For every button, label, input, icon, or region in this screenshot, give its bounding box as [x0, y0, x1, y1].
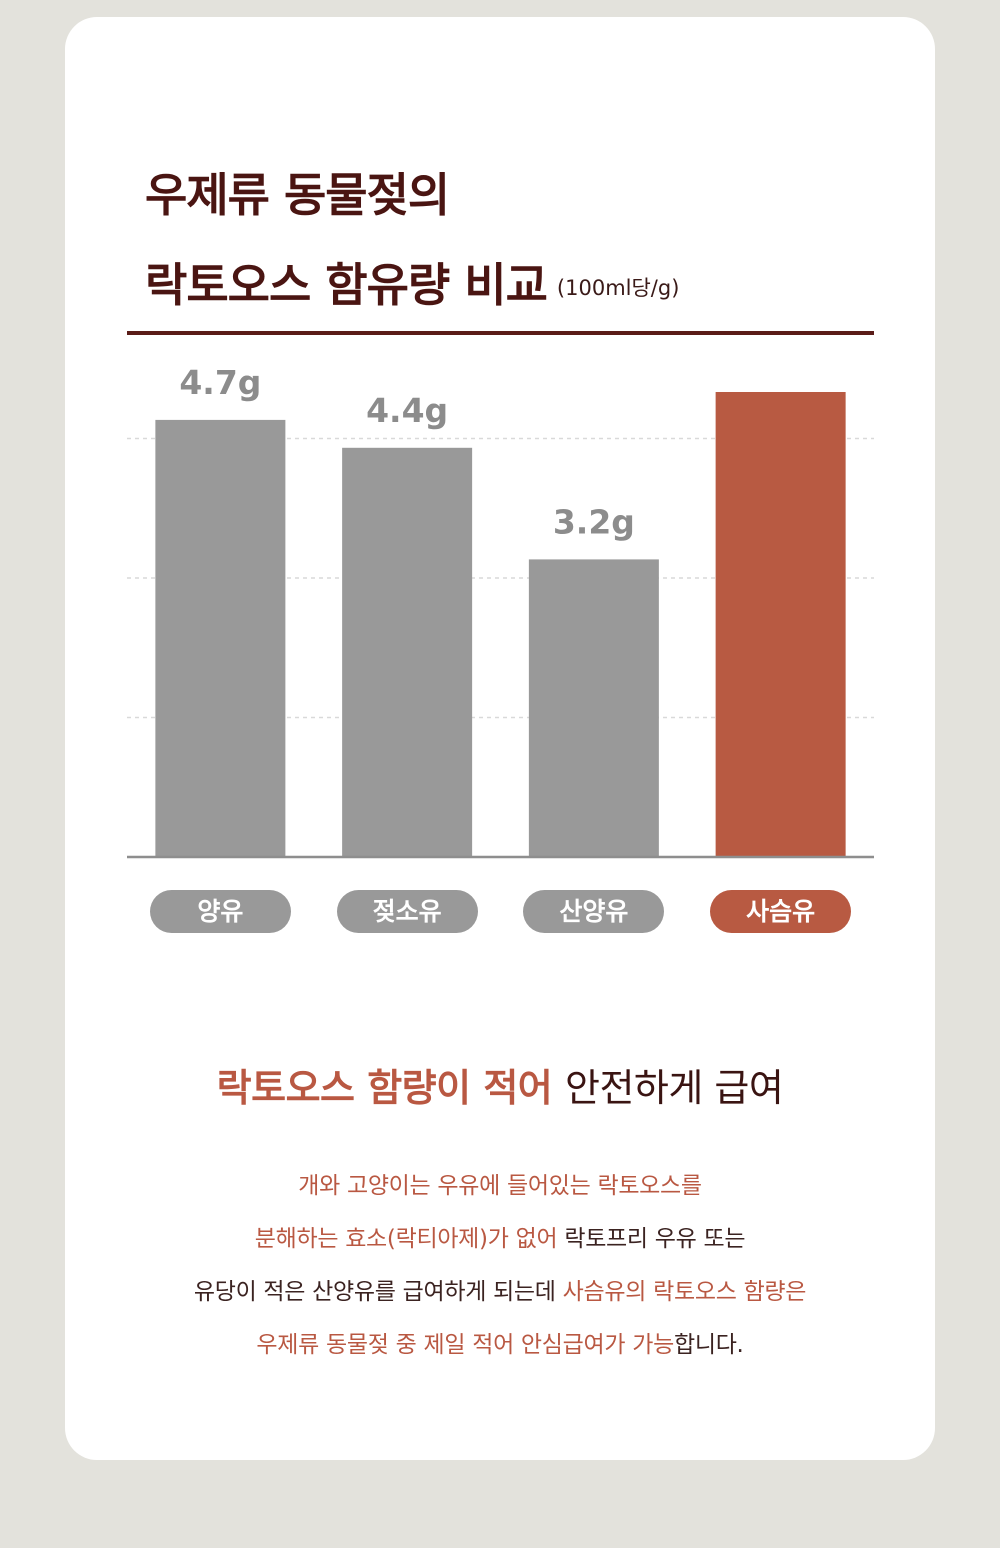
title-line-2: 락토오스 함유량 비교 (100ml당/g): [145, 240, 679, 333]
headline-rest: 안전하게 급여: [565, 1066, 784, 1110]
chart-title: 우제류 동물젖의 락토오스 함유량 비교 (100ml당/g): [145, 150, 679, 333]
title-line-2-text: 락토오스 함유량 비교: [145, 258, 548, 312]
title-line-1: 우제류 동물젖의: [145, 168, 450, 222]
description-line-2-rest: 락토프리 우유 또는: [564, 1226, 746, 1252]
description-line-3-highlight: 사슴유의 락토오스 함량은: [562, 1279, 807, 1305]
description-line-3: 유당이 적은 산양유를 급여하게 되는데 사슴유의 락토오스 함량은: [0, 1266, 1000, 1319]
description-line-2: 분해하는 효소(락티아제)가 없어 락토프리 우유 또는: [0, 1213, 1000, 1266]
description-line-4-highlight: 우제류 동물젖 중 제일 적어 안심급여가 가능: [256, 1332, 674, 1358]
description-line-4-rest: 합니다.: [673, 1332, 744, 1358]
description-line-2-highlight: 분해하는 효소(락티아제)가 없어: [254, 1226, 558, 1252]
description-line-4: 우제류 동물젖 중 제일 적어 안심급여가 가능합니다.: [0, 1319, 1000, 1372]
category-label-산양유: 산양유: [523, 890, 665, 933]
title-unit: (100ml당/g): [556, 276, 680, 300]
headline: 락토오스 함량이 적어 안전하게 급여: [0, 1058, 1000, 1118]
category-label-젖소유: 젖소유: [336, 890, 478, 933]
headline-highlight: 락토오스 함량이 적어: [216, 1066, 553, 1110]
title-divider: [127, 331, 874, 335]
description-line-1: 개와 고양이는 우유에 들어있는 락토오스를: [0, 1160, 1000, 1213]
description: 개와 고양이는 우유에 들어있는 락토오스를 분해하는 효소(락티아제)가 없어…: [0, 1160, 1000, 1372]
description-line-3-rest: 유당이 적은 산양유를 급여하게 되는데: [193, 1279, 556, 1305]
category-label-사슴유: 사슴유: [710, 890, 852, 933]
description-line-1-text: 개와 고양이는 우유에 들어있는 락토오스를: [298, 1173, 702, 1199]
category-label-양유: 양유: [149, 890, 291, 933]
